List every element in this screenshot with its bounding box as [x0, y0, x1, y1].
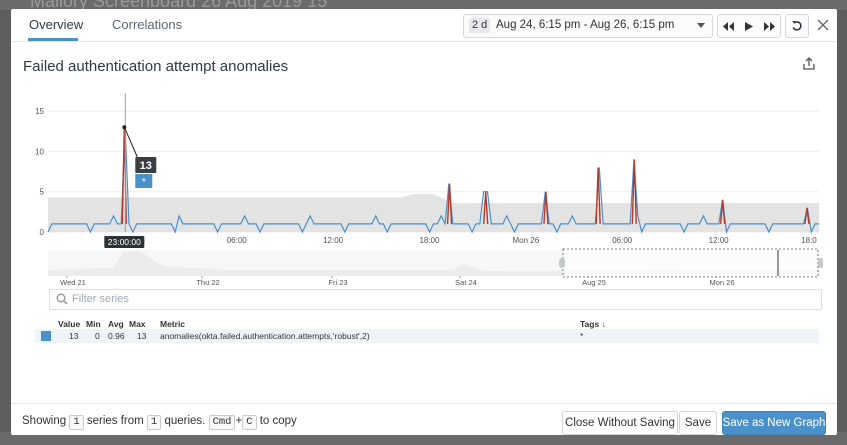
rewind-button[interactable] — [718, 15, 739, 37]
modal-footer: Showing 1 series from 1 queries. Cmd + C t… — [11, 403, 837, 436]
summary-showing: Showing — [22, 415, 67, 427]
tooltip-marker: * — [142, 177, 146, 188]
overview-tick-label: Thu 22 — [196, 278, 219, 287]
background-dashboard-title: Mallory Screenboard 26 Aug 2019 15 — [30, 0, 328, 11]
anomaly-spike — [804, 207, 810, 225]
close-icon — [817, 19, 829, 31]
export-icon[interactable] — [801, 56, 817, 72]
x-tick-label: 06:00 — [227, 236, 248, 245]
close-without-saving-button[interactable]: Close Without Saving — [562, 411, 678, 435]
cell-min: 0 — [95, 331, 100, 341]
modal-header: Overview Correlations 2 d Aug 24, 6:15 p… — [11, 9, 837, 42]
tooltip-value: 13 — [140, 160, 152, 172]
table-row[interactable] — [35, 329, 819, 343]
tooltip-box — [135, 157, 157, 173]
cursor-time-label: 23:00:00 — [108, 237, 141, 247]
y-tick-label: 0 — [40, 228, 45, 237]
overview-handle-right[interactable] — [818, 258, 823, 268]
expected-range-band — [48, 194, 819, 232]
overview-tick-label: Aug 25 — [582, 278, 606, 287]
filter-series-input[interactable]: Filter series — [49, 289, 822, 310]
play-icon — [745, 21, 753, 31]
x-tick-label: 12:00 — [323, 236, 344, 245]
time-range-badge: 2 d — [469, 18, 491, 33]
y-tick-label: 10 — [35, 147, 44, 156]
y-tick-label: 5 — [40, 188, 45, 197]
rewind-icon — [722, 21, 734, 31]
x-tick-label: 18:0 — [801, 236, 817, 245]
summary-series-from: series from — [86, 415, 144, 427]
graph-modal: Overview Correlations 2 d Aug 24, 6:15 p… — [11, 9, 837, 435]
x-tick-label: 06:00 — [612, 236, 633, 245]
cursor-time-badge — [104, 236, 145, 248]
x-tick-label: 18:00 — [419, 236, 440, 245]
x-tick-label: Mon 26 — [513, 236, 540, 245]
search-icon — [56, 293, 68, 305]
close-button[interactable] — [812, 14, 834, 36]
filter-placeholder: Filter series — [72, 293, 129, 305]
chevron-down-icon — [697, 23, 705, 28]
tab-active-indicator — [28, 38, 78, 41]
save-button[interactable]: Save — [679, 411, 717, 435]
background-dashboard-bottom — [0, 432, 847, 445]
graph-title: Failed authentication attempt anomalies — [23, 58, 289, 75]
background-dashboard — [0, 0, 847, 10]
overview-selection[interactable] — [562, 248, 819, 278]
summary-plus: + — [235, 415, 243, 427]
tab-overview[interactable]: Overview — [29, 17, 84, 32]
anomaly-spike — [595, 167, 601, 224]
anomaly-spike — [446, 183, 453, 224]
cell-avg: 0.96 — [108, 331, 125, 341]
column-max[interactable]: Max — [129, 319, 146, 329]
column-metric[interactable]: Metric — [160, 319, 186, 329]
playback-controls — [717, 14, 781, 38]
tab-correlations[interactable]: Correlations — [112, 17, 183, 32]
tooltip-tag — [135, 174, 153, 188]
cmd-key: Cmd — [208, 415, 236, 430]
column-avg[interactable]: Avg — [108, 319, 124, 329]
anomaly-spike — [483, 191, 489, 224]
anomaly-spike — [543, 191, 549, 224]
overview-tick-label: Sat 24 — [455, 278, 477, 287]
y-tick-label: 15 — [35, 107, 44, 116]
fast-forward-button[interactable] — [759, 15, 780, 37]
summary-to-copy: to copy — [259, 415, 297, 427]
series-count: 1 — [69, 415, 84, 430]
column-tags[interactable]: Tags ↓ — [580, 319, 606, 329]
c-key: C — [242, 415, 257, 430]
undo-icon — [792, 21, 802, 31]
cell-max: 13 — [137, 331, 147, 341]
play-button[interactable] — [739, 15, 760, 37]
column-value[interactable]: Value — [58, 319, 81, 329]
x-tick-label: 12:00 — [709, 236, 730, 245]
overview-tick-label: Fri 23 — [328, 278, 347, 287]
save-as-new-graph-button[interactable]: Save as New Graph — [722, 411, 826, 435]
overview-handle-left[interactable] — [559, 258, 565, 268]
time-range-picker[interactable]: 2 d Aug 24, 6:15 pm - Aug 26, 6:15 pm — [463, 14, 713, 38]
anomaly-spike — [719, 199, 726, 224]
cell-tags: * — [580, 331, 584, 341]
anomaly-spike — [631, 159, 637, 224]
series-color-swatch — [41, 331, 51, 341]
reset-time-button[interactable] — [785, 14, 809, 38]
time-range-label: Aug 24, 6:15 pm - Aug 26, 6:15 pm — [496, 19, 675, 31]
summary-queries: queries. — [164, 415, 206, 427]
overview-tick-label: Wed 21 — [60, 278, 86, 287]
tooltip-leader — [123, 126, 138, 158]
series-summary: Showing 1 series from 1 queries. Cmd + C t… — [22, 415, 297, 430]
cell-value: 13 — [69, 331, 79, 341]
overview-tick-label: Mon 26 — [709, 278, 734, 287]
column-min[interactable]: Min — [86, 319, 101, 329]
cell-metric: anomalies(okta.failed.authentication.att… — [160, 331, 370, 341]
series-line — [47, 127, 819, 235]
fast-forward-icon — [764, 21, 776, 31]
query-count: 1 — [146, 415, 162, 430]
